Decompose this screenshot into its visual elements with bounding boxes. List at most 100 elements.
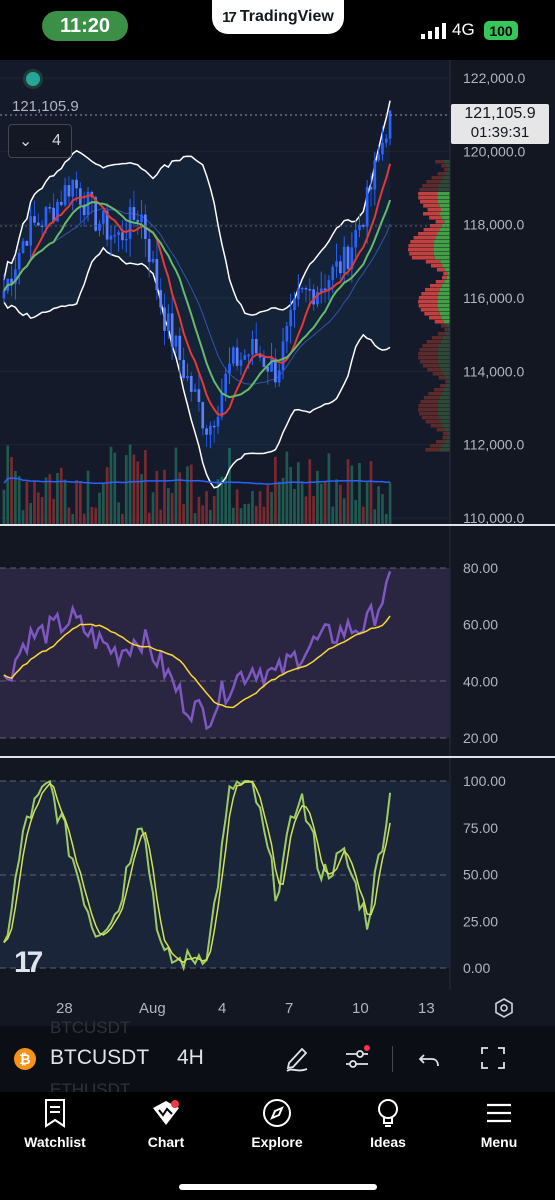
candle-body (258, 353, 262, 358)
volume-bar (308, 459, 312, 524)
volume-bar (388, 482, 392, 524)
nav-menu[interactable]: Menu (449, 1098, 549, 1150)
pen-draw-icon[interactable] (283, 1043, 311, 1073)
volume-bar (94, 507, 98, 524)
candle-body (281, 341, 285, 371)
volume-bar (6, 445, 10, 524)
volume-bar (327, 453, 331, 524)
volume-bar (258, 491, 262, 524)
nav-ideas[interactable]: Ideas (338, 1098, 438, 1150)
candle-body (155, 258, 159, 291)
ohlc-last-price: 121,105.9 (12, 98, 79, 115)
volume-profile-bar (440, 260, 450, 264)
volume-profile-bar (433, 388, 444, 392)
symbol-selector[interactable]: BTCUSDT (50, 1046, 150, 1069)
volume-profile-bar (424, 312, 440, 316)
volume-bar (124, 455, 128, 524)
volume-profile-bar (434, 256, 450, 260)
volume-profile-bar (425, 420, 441, 424)
candle-body (63, 185, 67, 206)
volume-bar (36, 492, 40, 524)
app-banner[interactable]: 17 TradingView (212, 0, 344, 34)
bitcoin-icon: ₿ (14, 1048, 36, 1070)
watchlist-icon (45, 1099, 65, 1128)
volume-profile-bar (408, 248, 434, 252)
volume-profile-bar (439, 364, 450, 368)
nav-explore[interactable]: Explore (227, 1098, 327, 1150)
time-label: 10 (352, 1000, 369, 1017)
volume-profile-bar (439, 312, 450, 316)
volume-profile-bar (421, 292, 439, 296)
chart-canvas[interactable]: 122,000.0 120,000.0 118,000.0 116,000.0 114,… (0, 60, 555, 990)
bar-countdown: 01:39:31 (470, 124, 530, 141)
candle-body (251, 339, 254, 355)
volume-bar (239, 508, 243, 524)
volume-bar (350, 465, 354, 524)
volume-bar (220, 476, 224, 524)
volume-bar (197, 496, 201, 524)
volume-bar (140, 474, 143, 524)
symbol-scroll-prev[interactable]: BTCUSDT (50, 1018, 131, 1037)
bollinger-upper-line (3, 100, 391, 316)
volume-profile-bar (438, 376, 446, 380)
volume-profile-bar (423, 396, 440, 400)
candle-body (79, 188, 82, 205)
candle-body (243, 355, 247, 360)
candle-body (82, 204, 86, 216)
volume-profile-bar (443, 320, 450, 324)
volume-profile-bar (437, 296, 450, 300)
interval-selector[interactable]: 4H (177, 1046, 204, 1069)
nav-watchlist[interactable]: Watchlist (5, 1098, 105, 1150)
volume-profile-bar (444, 160, 450, 164)
volume-bar (44, 477, 48, 524)
candle-body (59, 201, 63, 206)
candle-body (33, 216, 36, 223)
candle-body (327, 280, 331, 290)
time-label: 13 (418, 1000, 435, 1017)
volume-bar (144, 450, 147, 524)
volume-profile-bar (445, 376, 450, 380)
undo-icon[interactable] (416, 1043, 444, 1073)
bollinger-fill (3, 100, 391, 488)
candle-body (266, 366, 270, 372)
volume-profile-bar (442, 444, 450, 448)
indicator-settings-icon[interactable] (343, 1043, 371, 1073)
volume-profile-bar (437, 196, 450, 200)
volume-profile-bar (418, 408, 438, 412)
volume-profile-bar (408, 244, 434, 248)
volume-bar (48, 474, 52, 524)
volume-bars (2, 444, 392, 524)
volume-bar (235, 489, 239, 524)
bollinger-mid-line (3, 207, 391, 385)
battery-badge: 100 (484, 21, 518, 40)
settings-icon[interactable] (494, 998, 514, 1018)
volume-profile-bar (427, 208, 442, 212)
volume-profile-bar (425, 260, 441, 264)
volume-profile-bar (437, 404, 450, 408)
candle-body (254, 339, 258, 354)
current-price-label: 121,105.9 01:39:31 (451, 104, 549, 144)
volume-profile-bar (410, 240, 435, 244)
volume-profile-bar (423, 228, 440, 232)
volume-ma-line (3, 477, 391, 485)
fullscreen-icon[interactable] (479, 1043, 507, 1073)
volume-profile-bar (446, 164, 450, 168)
candle-body (14, 269, 17, 284)
app-name: TradingView (239, 8, 334, 25)
nav-chart[interactable]: Chart (116, 1098, 216, 1150)
volume-bar (231, 507, 235, 524)
volume-bar (293, 488, 296, 524)
volume-profile-bar (442, 424, 450, 428)
indicators-toggle-button[interactable]: ⌄ 4 (8, 124, 72, 158)
compass-icon (263, 1099, 291, 1127)
volume-bar (29, 503, 33, 524)
volume-profile-bar (418, 304, 438, 308)
stoch-axis-label: 50.00 (463, 867, 498, 883)
candle-body (40, 225, 44, 228)
candle-body (377, 154, 380, 161)
volume-bar (212, 496, 216, 524)
time-label: 7 (285, 1000, 294, 1017)
live-indicator-icon (26, 72, 40, 86)
volume-bar (331, 506, 335, 524)
time-axis[interactable]: 28 Aug 4 7 10 13 (0, 990, 555, 1026)
